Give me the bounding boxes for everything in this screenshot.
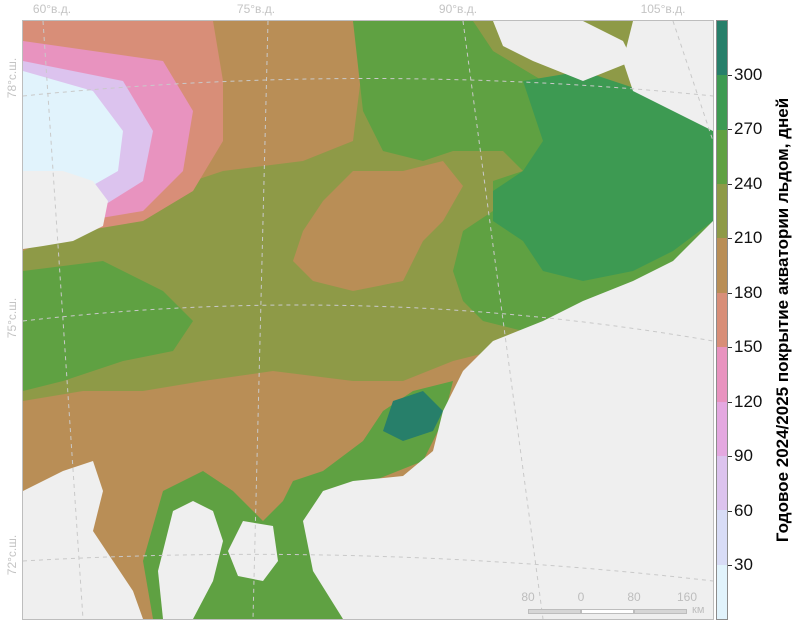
colorbar-tick-label: 240 [734, 173, 763, 193]
colorbar-tick-label: 90 [734, 446, 753, 466]
colorbar-tick-label: 210 [734, 228, 763, 248]
scale-label-0: 0 [577, 590, 585, 604]
lon-label-90e: 90°в.д. [438, 2, 478, 16]
colorbar-tick-label: 60 [734, 500, 753, 520]
colorbar-tick-label: 120 [734, 391, 763, 411]
land-yamal [23, 461, 143, 619]
colorbar-tick-mark [728, 565, 732, 567]
land-gydan [158, 501, 223, 619]
colorbar-segment [717, 510, 727, 565]
colorbar-segment [717, 292, 727, 348]
lat-label-75n: 75°с.ш. [5, 297, 19, 339]
lon-label-75e: 75°в.д. [236, 2, 276, 16]
colorbar-segment [717, 238, 727, 293]
colorbar-segment [717, 75, 727, 130]
lat-label-78n: 78°с.ш. [5, 57, 19, 99]
colorbar-title: Годовое 2024/2025 покрытие акватории льд… [773, 97, 792, 543]
scale-bar: 80 0 80 160 км [518, 590, 708, 618]
land-ne-corner [623, 21, 713, 131]
ice-coverage-map [22, 20, 714, 620]
scale-bar-segment-2 [581, 609, 634, 614]
colorbar-tick-mark [728, 456, 732, 458]
sea-ice-dark-green-ne [493, 71, 713, 281]
colorbar-segment [717, 401, 727, 456]
colorbar-tick-mark [728, 347, 732, 349]
land-novaya-zemlya [23, 171, 108, 249]
colorbar-segment [717, 564, 727, 619]
scale-unit: км [692, 604, 705, 616]
colorbar-tick-label: 30 [734, 555, 753, 575]
scale-label-80: 80 [627, 590, 641, 604]
colorbar [716, 20, 728, 620]
colorbar-segment [717, 129, 727, 185]
sea-ice-brown-pocket [293, 161, 463, 291]
lon-label-60e: 60°в.д. [32, 2, 72, 16]
lon-label-105e: 105°в.д. [640, 2, 686, 16]
colorbar-segment [717, 21, 727, 76]
colorbar-tick-mark [728, 129, 732, 131]
land-gydan-east [228, 521, 278, 581]
graticule [23, 21, 713, 619]
land-taymyr-mainland [303, 221, 713, 619]
colorbar-tick-label: 180 [734, 282, 763, 302]
scale-bar-segment-3 [634, 609, 687, 614]
colorbar-segment [717, 347, 727, 402]
sea-ice-dark-green-coast [383, 391, 443, 441]
colorbar-tick-mark [728, 292, 732, 294]
colorbar-tick-mark [728, 74, 732, 76]
colorbar-tick-mark [728, 401, 732, 403]
colorbar-tick-label: 270 [734, 119, 763, 139]
colorbar-tick-mark [728, 510, 732, 512]
colorbar-tick-label: 150 [734, 337, 763, 357]
colorbar-segment [717, 184, 727, 239]
sea-ice-green-south [143, 381, 453, 619]
colorbar-tick-label: 300 [734, 64, 763, 84]
colorbar-tick-mark [728, 183, 732, 185]
colorbar-tick-mark [728, 238, 732, 240]
lat-label-72n: 72°с.ш. [5, 534, 19, 576]
colorbar-segment [717, 455, 727, 511]
land-severnaya-zemlya [493, 21, 633, 81]
scale-bar-segment-1 [528, 609, 581, 614]
scale-label-160: 160 [676, 590, 698, 604]
scale-label-80-left: 80 [521, 590, 535, 604]
